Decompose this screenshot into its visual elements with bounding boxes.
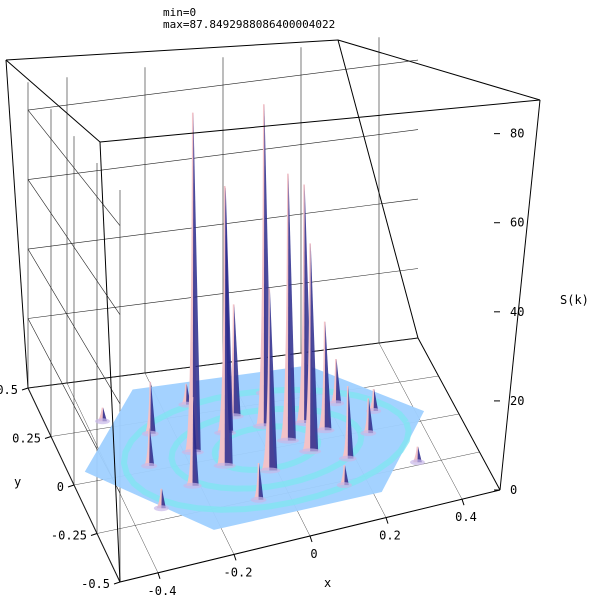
surface-peak bbox=[279, 173, 296, 441]
surface-peak-base bbox=[250, 496, 267, 503]
surface-peak-base bbox=[360, 430, 377, 437]
box-edge bbox=[337, 39, 419, 339]
axis-ticks: -0.4 -0.2 0 0.2 0.4 0.5 0.25 0 -0.25 -0.5 0 20 40 60 8… bbox=[0, 127, 524, 598]
box-edge bbox=[5, 39, 339, 61]
surface-peak-shade bbox=[258, 463, 264, 500]
y-tick-label: 0.5 bbox=[0, 383, 18, 397]
surface-peak-base bbox=[141, 462, 158, 469]
surface-peak bbox=[302, 243, 319, 452]
y-tick bbox=[21, 387, 29, 391]
surface-peak-base bbox=[213, 462, 236, 469]
surface-peak-base bbox=[258, 467, 281, 474]
y-tick-label: 0 bbox=[57, 480, 64, 494]
surface-peak-base bbox=[95, 418, 110, 425]
y-axis-label: y bbox=[14, 475, 21, 489]
surface-ring bbox=[168, 405, 365, 492]
surface-peak bbox=[330, 358, 342, 404]
surface-peak-base bbox=[410, 459, 425, 466]
y-tick-label: -0.5 bbox=[81, 577, 110, 591]
z-tick-label: 80 bbox=[510, 127, 524, 141]
surface-peak-base bbox=[276, 437, 299, 444]
surface-peak-shade bbox=[102, 407, 107, 422]
surface-peak-shade bbox=[347, 386, 354, 459]
surface-peak bbox=[184, 112, 201, 453]
z-tick-label: 60 bbox=[510, 216, 524, 230]
box-edge bbox=[5, 59, 29, 389]
surface-peak-base bbox=[183, 482, 202, 489]
box-edge bbox=[499, 99, 541, 491]
box-edge bbox=[337, 39, 541, 101]
x-tick-label: -0.4 bbox=[148, 584, 177, 598]
x-tick bbox=[157, 572, 161, 579]
x-tick-label: 0.4 bbox=[455, 510, 477, 524]
x-tick bbox=[385, 517, 389, 524]
surface-peak-shade bbox=[373, 388, 379, 412]
surface-peak bbox=[261, 288, 278, 471]
x-tick-label: -0.2 bbox=[224, 565, 253, 579]
y-tick bbox=[44, 436, 52, 439]
surface-peak bbox=[341, 386, 354, 459]
surface-peak-shade bbox=[335, 358, 342, 404]
surface-peak-base bbox=[314, 427, 335, 434]
surface-peak-base bbox=[338, 455, 357, 462]
x-tick bbox=[461, 499, 465, 506]
y-tick-label: 0.25 bbox=[12, 432, 41, 446]
box-edge bbox=[99, 99, 541, 143]
z-axis-label: S(k) bbox=[560, 293, 589, 307]
surface-peak-base bbox=[327, 400, 345, 407]
surface-peak-shade bbox=[224, 185, 233, 466]
surface-peak bbox=[226, 304, 241, 417]
surface-peak-shade bbox=[150, 381, 156, 434]
surface-peak-base bbox=[299, 448, 322, 455]
surface-peak bbox=[186, 397, 199, 486]
surface-peak-base bbox=[153, 505, 169, 512]
surface-peak-shade bbox=[368, 398, 374, 434]
x-tick bbox=[309, 535, 313, 543]
x-tick-label: 0 bbox=[310, 547, 317, 561]
surface-peak bbox=[144, 381, 156, 434]
surface-peak bbox=[317, 321, 332, 431]
surface-peak bbox=[296, 184, 313, 424]
surface-peak-shade bbox=[344, 465, 349, 486]
surface-peak-shade bbox=[192, 112, 201, 453]
y-tick bbox=[67, 484, 75, 488]
surface-peak-shade bbox=[417, 446, 422, 463]
surface-peaks bbox=[95, 104, 425, 512]
x-axis-label: x bbox=[324, 576, 331, 590]
box-edge bbox=[5, 59, 101, 143]
surface-peak-base bbox=[336, 482, 352, 489]
z-tick-label: 0 bbox=[510, 483, 517, 497]
y-tick bbox=[113, 581, 121, 585]
max-label: max=87.8492988086400004022 bbox=[163, 18, 336, 31]
surface-peak-shade bbox=[161, 488, 166, 509]
surface-peak-shade bbox=[287, 173, 296, 441]
y-tick bbox=[90, 533, 98, 536]
surface-peak-shade bbox=[192, 397, 199, 486]
surface-peak-shade bbox=[149, 427, 155, 466]
surface-peak-shade bbox=[269, 288, 278, 471]
min-label: min=0 bbox=[163, 6, 197, 19]
surface-peak-shade bbox=[324, 321, 332, 431]
surface-peak bbox=[216, 185, 233, 466]
x-tick bbox=[233, 554, 237, 561]
z-tick-label: 40 bbox=[510, 305, 524, 319]
surface-peak-shade bbox=[233, 304, 241, 417]
box-edge bbox=[99, 141, 121, 583]
surface-peak-shade bbox=[310, 243, 319, 452]
y-tick-label: -0.25 bbox=[51, 529, 87, 543]
x-tick-label: 0.2 bbox=[379, 529, 401, 543]
z-tick-label: 20 bbox=[510, 394, 524, 408]
surface-peak bbox=[255, 104, 272, 427]
